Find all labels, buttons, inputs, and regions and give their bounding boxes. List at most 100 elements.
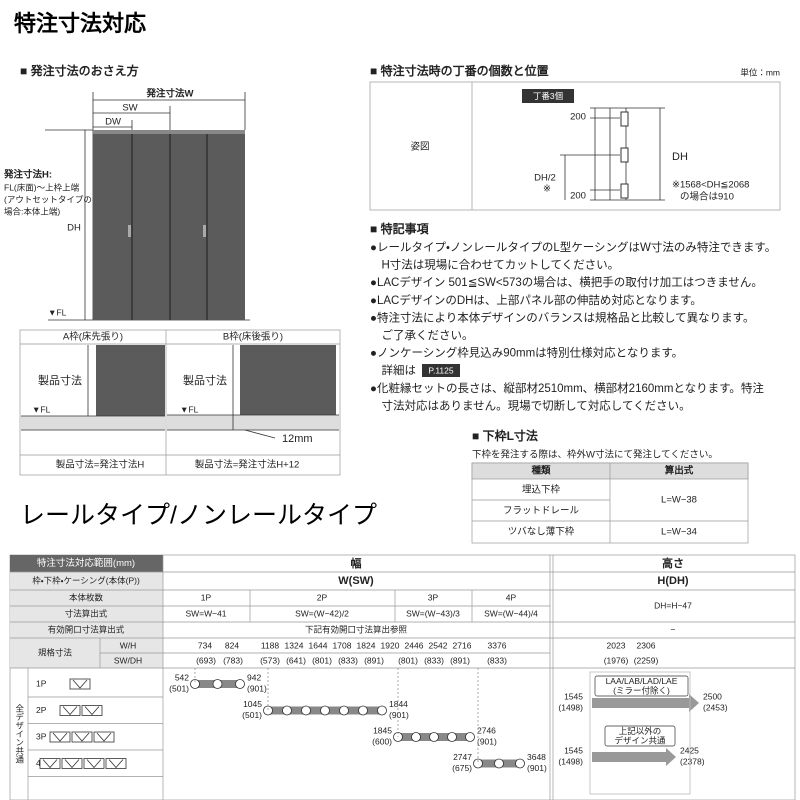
- panel-label: 2P: [36, 705, 47, 715]
- frame-details: A枠(床先張り) B枠(床後張り) 製品寸法 ▼FL 製品寸法=発注寸法H 製品…: [19, 329, 341, 476]
- standard-sw: (891): [364, 655, 384, 665]
- panel-icon: [72, 679, 88, 689]
- panel-icon: [64, 759, 80, 769]
- range-dot: [212, 679, 223, 689]
- range-min: 1845: [373, 725, 392, 735]
- range-min: 1045: [243, 699, 262, 709]
- panel-icon: [86, 759, 102, 769]
- range-min: 542: [175, 672, 189, 682]
- hinge-mark: ※: [543, 184, 551, 195]
- fl-label: ▼FL: [48, 307, 67, 317]
- type-cell: ツバなし薄下枠: [508, 526, 575, 538]
- order-dimensions: ■ 発注寸法のおさえ方 発注寸法W SW DW 発注寸法H: FL(床面)～上枠…: [3, 63, 250, 321]
- panel-icon: [108, 759, 124, 769]
- range-dot: [339, 705, 349, 716]
- width-calc: SW=W−41: [185, 608, 226, 618]
- panel-count: 2P: [317, 592, 328, 602]
- standard-w: 1708: [333, 640, 352, 650]
- hinge-note: ※1568<DH≦2068: [672, 180, 749, 191]
- dh-label: DH: [67, 223, 81, 234]
- standard-h: 2023: [607, 640, 626, 650]
- panel-icon: [93, 731, 115, 743]
- range-max: 942: [247, 672, 261, 682]
- standard-w: 1824: [357, 640, 376, 650]
- hinge-note: の場合は910: [680, 191, 734, 203]
- page-title: 特注寸法対応: [14, 11, 146, 36]
- hinge-top: 200: [570, 112, 586, 123]
- standard-sw: (693): [196, 655, 216, 665]
- standard-dh: (2259): [634, 655, 659, 665]
- standard-dh: (1976): [604, 655, 629, 665]
- range-dot: [235, 679, 245, 689]
- range-min-sw: (675): [452, 763, 472, 773]
- range-dot: [473, 758, 483, 769]
- range-dot: [429, 732, 439, 742]
- instruction: 下枠を発注する際は、枠外W寸法にて発注してください。: [472, 449, 718, 461]
- hinges: ■ 特注寸法時の丁番の個数と位置 単位：mm 姿図 丁番3個 200 DH/2 …: [369, 63, 781, 211]
- panel-icon: [39, 758, 61, 769]
- fl-label: ▼FL: [32, 404, 51, 414]
- row-label: 有効開口寸法算出式: [48, 624, 125, 634]
- panel-icon: [61, 758, 83, 769]
- range-max: 1844: [389, 699, 408, 709]
- panel-label: 3P: [36, 731, 47, 741]
- row-label: 姿図: [410, 141, 429, 153]
- section-heading: ■ 特注寸法時の丁番の個数と位置: [370, 63, 549, 78]
- formula-cell: L=W−34: [661, 527, 697, 538]
- range-min: 2747: [453, 752, 472, 762]
- gap-label: 12mm: [282, 433, 313, 445]
- panel-icon: [105, 758, 127, 769]
- range-dot: [494, 758, 504, 769]
- column-header: 種類: [531, 465, 551, 477]
- type-cell: フラットドレール: [503, 506, 580, 517]
- design-label: (ミラー付除く): [613, 685, 670, 695]
- standard-w: 1920: [381, 640, 400, 650]
- range-dot: [377, 705, 387, 716]
- range-min-dh: (1498): [558, 756, 583, 766]
- standard-sw: (833): [338, 655, 358, 665]
- design-label: LAA/LAB/LAD/LAE: [606, 676, 678, 686]
- sw-label: SW: [122, 103, 137, 114]
- panel-icon: [71, 731, 93, 743]
- width-calc: SW=(W−44)/4: [484, 608, 538, 618]
- standard-sw: (641): [286, 655, 306, 665]
- product-size: 製品寸法: [38, 373, 82, 387]
- standard-sw: (801): [312, 655, 332, 665]
- row-label: 枠・下枠・ケーシング(本体(P)): [32, 575, 140, 585]
- opening-note: 下記有効開口寸法算出参照: [305, 624, 408, 634]
- standard-w: 1188: [261, 640, 280, 650]
- height-label: FL(床面)～上枠上端: [4, 182, 80, 192]
- width-calc: SW=(W−42)/2: [295, 608, 349, 618]
- range-arrow: [592, 748, 676, 766]
- hinge-middle: DH/2: [534, 173, 556, 184]
- panel-icon: [96, 732, 112, 742]
- standard-w: 734: [198, 640, 212, 650]
- range-min-sw: (501): [169, 683, 189, 693]
- dh-label: DH: [672, 151, 688, 163]
- panel-icon: [81, 705, 103, 716]
- unit: 単位：mm: [740, 67, 780, 77]
- panel-icon: [69, 678, 91, 690]
- height-frame: [589, 671, 691, 795]
- range-max: 2746: [477, 725, 496, 735]
- panel-icon: [74, 732, 90, 742]
- panel-count: 4P: [506, 592, 517, 602]
- range-arrow: [592, 694, 699, 712]
- note-line: H寸法は現場に合わせてカットしてください。: [370, 258, 619, 272]
- formula: 製品寸法=発注寸法H: [56, 459, 145, 471]
- standard-sw: (833): [487, 655, 507, 665]
- range-max-sw: (901): [477, 736, 497, 746]
- panel-icon: [59, 705, 81, 716]
- range-dot: [465, 732, 475, 742]
- panel-label: 1P: [36, 678, 47, 688]
- hinge-count: 丁番3個: [533, 91, 563, 101]
- formula-cell: L=W−38: [661, 495, 697, 506]
- product-size: 製品寸法: [183, 373, 227, 387]
- standard-sw: (573): [260, 655, 280, 665]
- height-header: 高さ: [662, 556, 684, 570]
- standard-w: 824: [225, 640, 239, 650]
- range-dot: [411, 732, 421, 742]
- range-dot: [447, 732, 457, 742]
- standard-sw: (801): [398, 655, 418, 665]
- width-formula: W(SW): [338, 575, 374, 587]
